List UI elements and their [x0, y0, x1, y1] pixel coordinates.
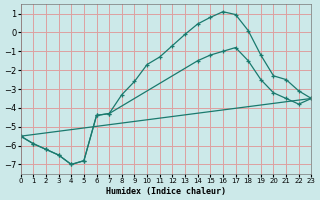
X-axis label: Humidex (Indice chaleur): Humidex (Indice chaleur) — [106, 187, 226, 196]
